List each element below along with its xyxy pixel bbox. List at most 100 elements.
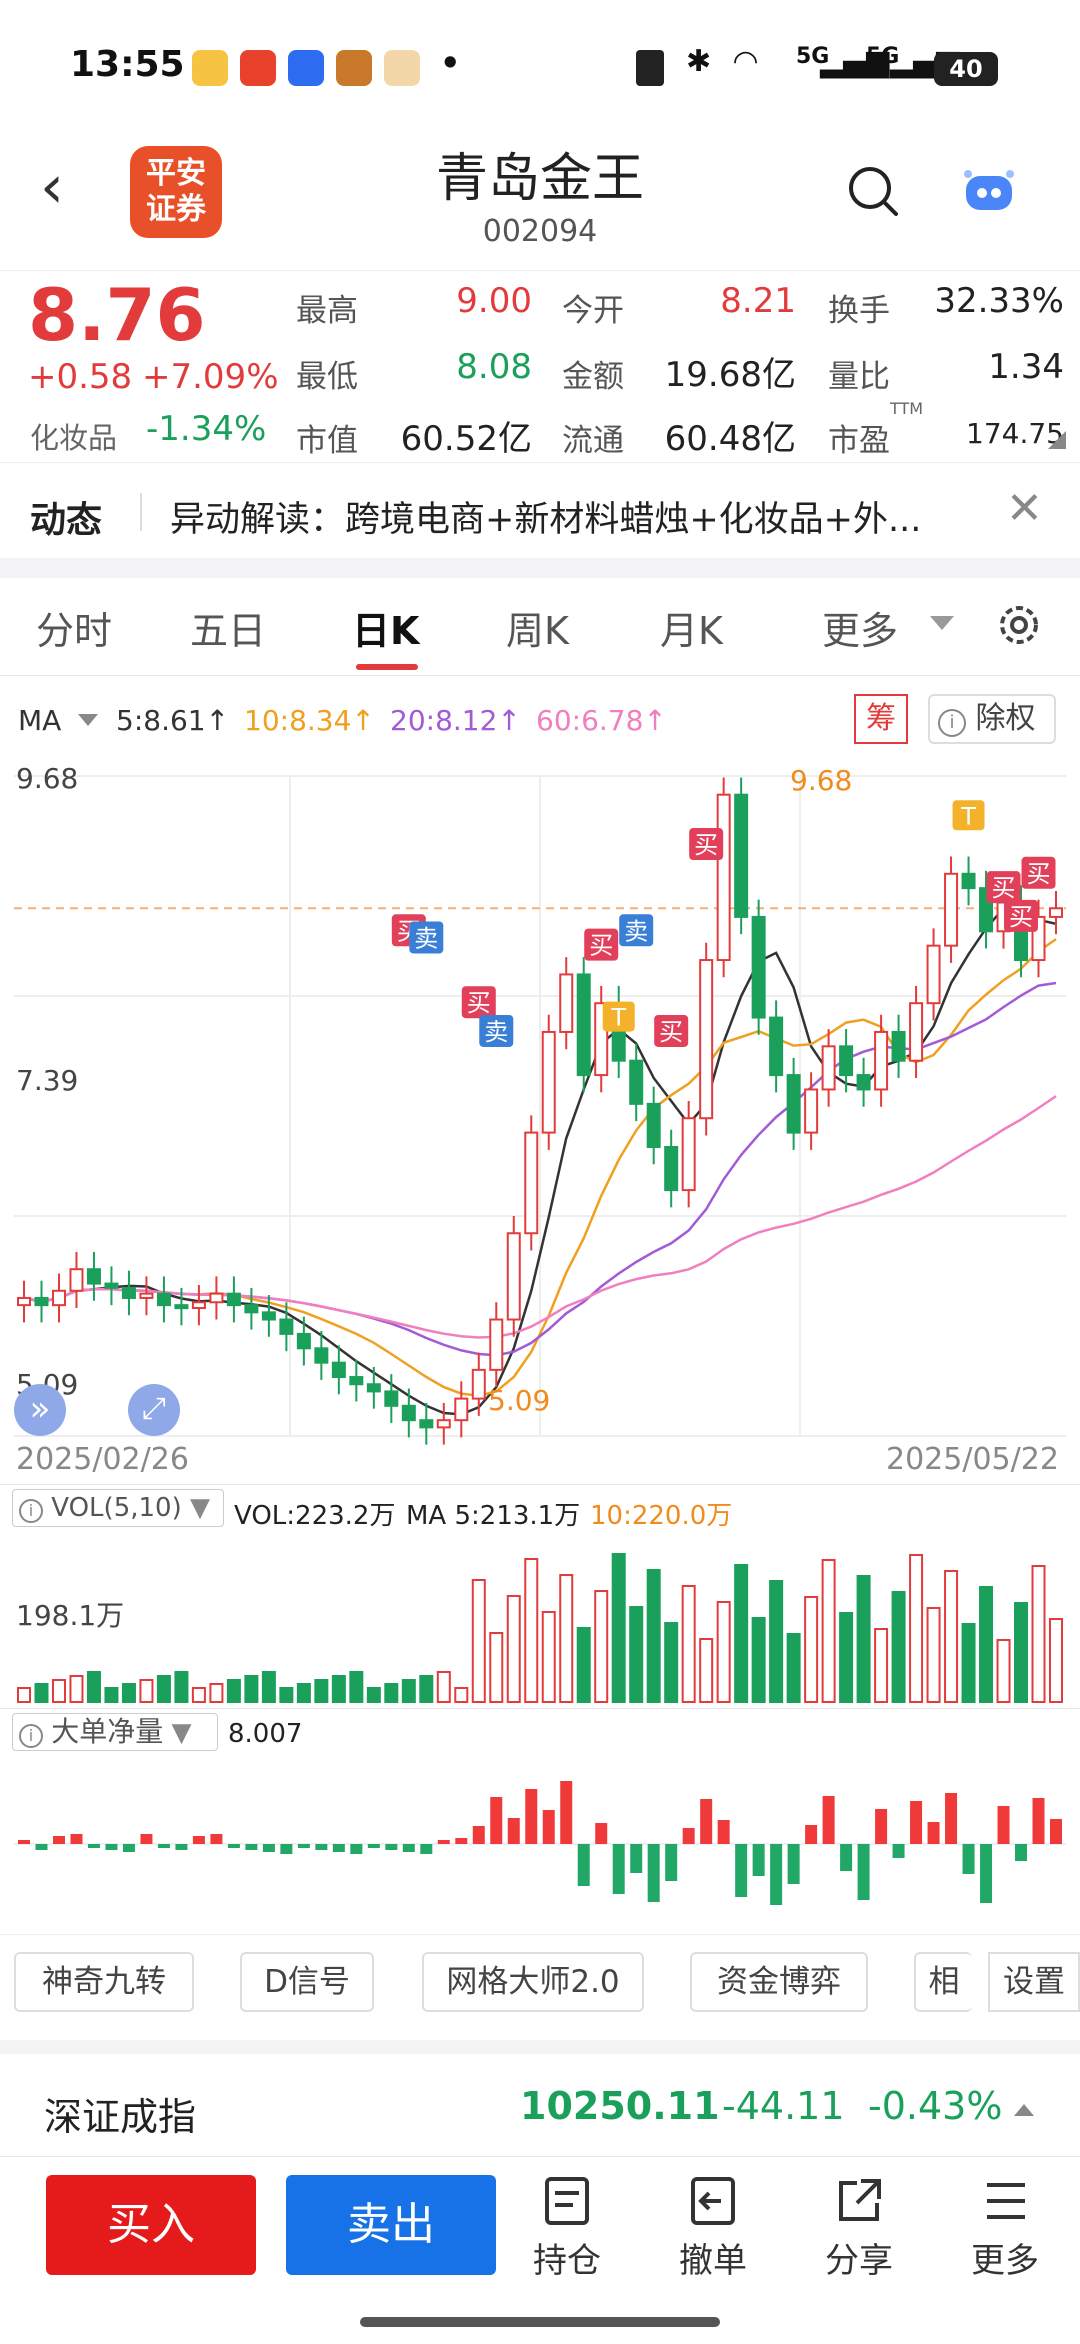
candle-body	[716, 793, 731, 962]
y-axis-mid: 7.39	[16, 1064, 79, 1097]
buy-marker	[654, 1014, 689, 1047]
chat-app-icon	[288, 50, 324, 86]
volume-bar	[804, 1596, 819, 1703]
volume-bar	[926, 1607, 941, 1703]
tab-five-day[interactable]: 五日	[190, 609, 267, 653]
flow-bar	[35, 1844, 48, 1850]
scroll-left-icon[interactable]: »	[14, 1384, 66, 1436]
high-label: 最高	[296, 293, 358, 329]
net-flow-chart[interactable]	[0, 1754, 1080, 1934]
vol-selector[interactable]: i VOL(5,10) ▼	[12, 1489, 224, 1527]
tab-more[interactable]: 更多	[822, 609, 899, 653]
gear-icon[interactable]	[994, 600, 1044, 650]
open-label: 今开	[562, 293, 624, 329]
ma-label[interactable]: MA	[18, 704, 62, 737]
candle-body	[296, 1332, 311, 1350]
close-icon[interactable]: ✕	[1006, 483, 1043, 534]
quote-panel: 8.76 +0.58 +7.09% 化妆品 -1.34% 最高 9.00 最低 …	[0, 270, 1080, 460]
sector-name[interactable]: 化妆品	[30, 421, 118, 455]
flow-bar	[647, 1844, 660, 1902]
more-button[interactable]: 更多	[950, 2175, 1060, 2282]
cancel-order-button[interactable]: 撤单	[658, 2175, 768, 2282]
flow-bar	[332, 1844, 345, 1852]
flow-bar	[595, 1823, 608, 1844]
volume-bar	[541, 1611, 556, 1703]
share-button[interactable]: 分享	[804, 2175, 914, 2282]
info-icon: i	[19, 1724, 43, 1748]
chevron-down-icon[interactable]	[930, 616, 954, 630]
candle-body	[121, 1286, 136, 1299]
vol-legend: i VOL(5,10) ▼ VOL:223.2万 MA 5:213.1万 10:…	[0, 1484, 1080, 1531]
amount-label: 金额	[562, 359, 624, 395]
corner-expand-icon[interactable]	[1048, 431, 1066, 449]
flow-bar	[700, 1799, 713, 1844]
volume-bar	[874, 1628, 889, 1703]
candle-body	[366, 1383, 381, 1393]
status-time: 13:55	[70, 44, 185, 85]
tool-d-signal[interactable]: D信号	[240, 1952, 374, 2012]
buy-marker	[986, 871, 1021, 904]
holdings-button[interactable]: 持仓	[512, 2175, 622, 2282]
tool-capital-game[interactable]: 资金博弈	[690, 1952, 868, 2012]
vol-dropdown-icon: ▼	[190, 1493, 210, 1523]
candle-body	[279, 1318, 294, 1335]
volume-bar	[751, 1617, 766, 1703]
bluetooth-icon: ✱	[686, 44, 712, 79]
ma-dropdown-icon[interactable]	[78, 714, 98, 726]
index-bar[interactable]: 深证成指 10250.11 -44.11 -0.43%	[0, 2040, 1080, 2160]
sell-button[interactable]: 卖出	[286, 2175, 496, 2275]
volume-bar	[34, 1683, 49, 1703]
tool-grid-master[interactable]: 网格大师2.0	[422, 1952, 644, 2012]
undo-icon	[691, 2177, 735, 2225]
tab-weekly-k[interactable]: 周K	[506, 609, 569, 653]
candle-body	[191, 1301, 206, 1310]
volume-bar	[576, 1627, 591, 1703]
candle-body	[664, 1145, 679, 1192]
high-price-mark: 9.68	[790, 764, 853, 797]
tool-settings[interactable]: 设置	[988, 1952, 1080, 2012]
volume-bar	[734, 1564, 749, 1703]
chevron-up-icon[interactable]	[1014, 2104, 1034, 2116]
candle-body	[874, 1030, 889, 1091]
flow-bar	[577, 1844, 590, 1886]
volume-bar	[559, 1574, 574, 1703]
flow-bar	[945, 1793, 958, 1844]
flow-bar	[262, 1844, 275, 1852]
news-text[interactable]: 异动解读：跨境电商+新材料蜡烛+化妆品+外...	[170, 500, 922, 540]
status-bar: 13:55 • ✱ ◠ 5G ▂▄▆ 5G ▂▄▆ 40	[0, 0, 1080, 130]
candle-body	[104, 1282, 119, 1289]
candle-body	[856, 1074, 871, 1091]
buy-button[interactable]: 买入	[46, 2175, 256, 2275]
float-value: 60.48亿	[664, 419, 796, 459]
sector-pct: -1.34%	[146, 409, 267, 449]
current-price: 8.76	[28, 273, 206, 357]
tool-partial[interactable]: 相	[914, 1952, 972, 2012]
volume-bar	[664, 1622, 679, 1703]
candle-body	[419, 1419, 434, 1429]
fullscreen-icon[interactable]: ⤢	[128, 1384, 180, 1436]
volume-chart[interactable]	[0, 1530, 1080, 1706]
volume-bar	[17, 1687, 31, 1703]
search-icon[interactable]	[846, 164, 902, 220]
flow-bar	[980, 1844, 993, 1903]
back-icon[interactable]: ‹	[40, 152, 64, 222]
tab-daily-k[interactable]: 日K	[352, 609, 420, 653]
wifi-icon: ◠	[734, 44, 758, 79]
adjust-button[interactable]: i 除权	[928, 694, 1056, 744]
tool-magic-nine[interactable]: 神奇九转	[14, 1952, 194, 2012]
flow-selector[interactable]: i 大单净量 ▼	[12, 1713, 218, 1751]
volume-bar	[1049, 1618, 1063, 1703]
buy-marker	[689, 828, 724, 861]
candle-body	[629, 1059, 644, 1105]
tab-monthly-k[interactable]: 月K	[660, 609, 723, 653]
ma10-value: 10:8.34↑	[244, 704, 375, 737]
low-value: 8.08	[456, 347, 532, 387]
robot-assistant-icon[interactable]	[960, 166, 1018, 216]
volume-bar	[279, 1687, 294, 1703]
news-divider	[140, 493, 142, 531]
cap-value: 60.52亿	[400, 419, 532, 459]
chip-distribution-button[interactable]: 筹	[854, 694, 908, 744]
tab-intraday[interactable]: 分时	[36, 609, 113, 653]
news-bar[interactable]: 动态 异动解读：跨境电商+新材料蜡烛+化妆品+外... ✕	[0, 462, 1080, 558]
